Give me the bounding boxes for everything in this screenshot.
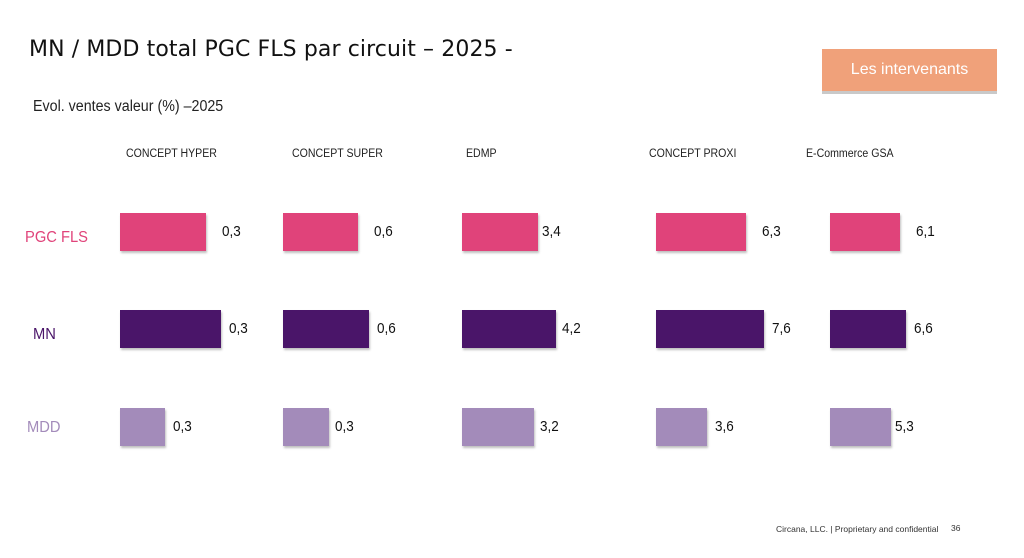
row-label-mdd: MDD (27, 419, 61, 436)
bar-pgc-fls-3 (656, 213, 746, 251)
bar-mdd-1 (283, 408, 329, 446)
column-header: E-Commerce GSA (806, 148, 894, 160)
bar-pgc-fls-1 (283, 213, 358, 251)
data-label: 6,3 (761, 223, 781, 240)
page-number: 36 (951, 523, 961, 533)
bar-pgc-fls-4 (830, 213, 901, 251)
data-label: 0,3 (173, 418, 192, 435)
data-label: 5,3 (895, 418, 914, 435)
data-label: 6,6 (914, 320, 933, 337)
bar-mn-4 (830, 310, 906, 348)
column-header: CONCEPT HYPER (126, 148, 217, 160)
data-label: 0,3 (229, 320, 248, 337)
data-label: 3,2 (539, 418, 559, 435)
footer-confidential: Circana, LLC. | Proprietary and confiden… (776, 524, 939, 534)
bar-mn-2 (462, 310, 556, 348)
page-title: MN / MDD total PGC FLS par circuit – 202… (29, 37, 513, 62)
data-label: 0,6 (374, 223, 393, 240)
bar-mdd-4 (830, 408, 892, 446)
bar-mdd-0 (120, 408, 165, 446)
data-label: 0,3 (222, 223, 241, 240)
data-label: 3,4 (542, 223, 561, 240)
column-header: CONCEPT SUPER (292, 148, 383, 160)
bar-mdd-2 (462, 408, 534, 446)
row-label-pgc-fls: PGC FLS (25, 229, 88, 246)
data-label: 0,3 (335, 418, 354, 435)
chart-subtitle: Evol. ventes valeur (%) –2025 (33, 98, 224, 115)
bar-mn-3 (656, 310, 764, 348)
bar-mdd-3 (656, 408, 708, 446)
data-label: 3,6 (715, 418, 734, 435)
column-header: EDMP (466, 148, 497, 160)
bar-pgc-fls-0 (120, 213, 206, 251)
data-label: 4,2 (562, 320, 581, 337)
intervenants-button[interactable]: Les intervenants (822, 49, 997, 91)
bar-mn-1 (283, 310, 369, 348)
data-label: 7,6 (772, 320, 791, 337)
row-label-mn: MN (33, 326, 56, 343)
column-header: CONCEPT PROXI (649, 148, 737, 160)
data-label: 0,6 (377, 320, 396, 337)
bar-mn-0 (120, 310, 221, 348)
data-label: 6,1 (916, 223, 936, 240)
bar-pgc-fls-2 (462, 213, 539, 251)
